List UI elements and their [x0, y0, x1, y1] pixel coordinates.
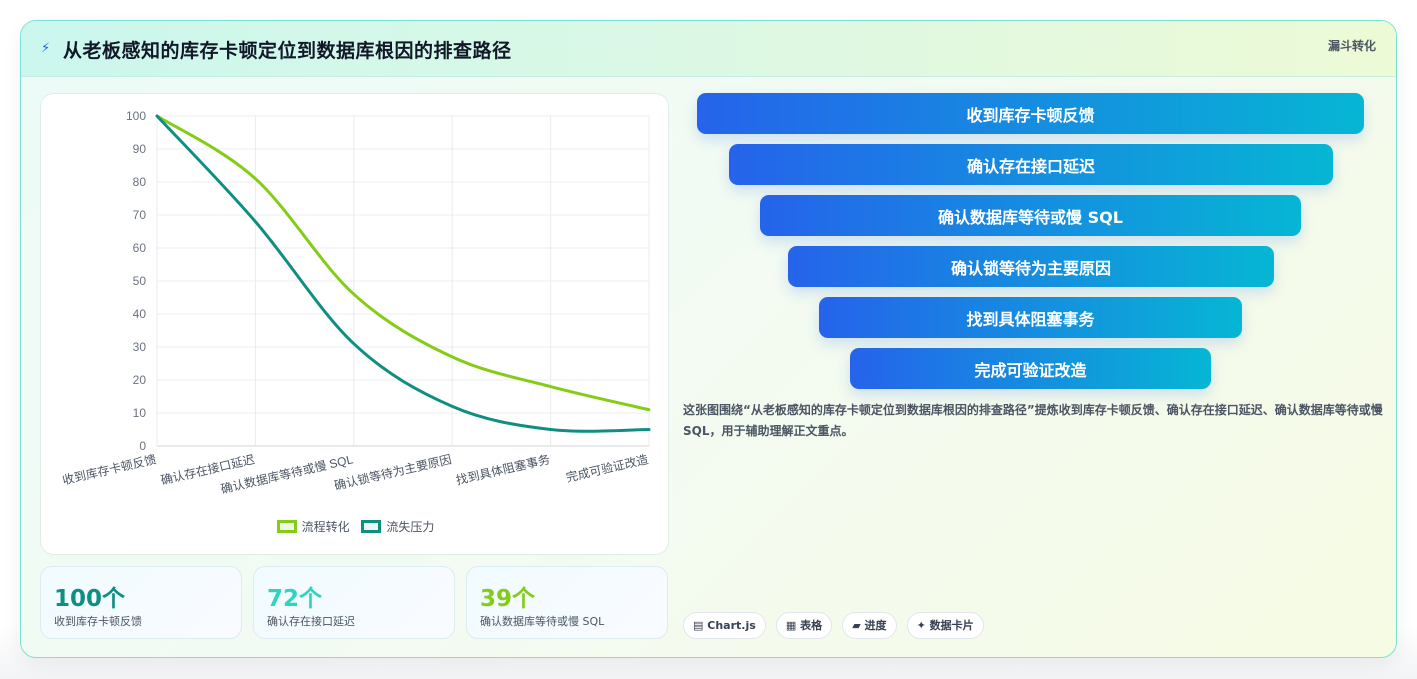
feature-pills: ▤ Chart.js ▦ 表格 ▰ 进度 ✦ 数据卡片	[683, 612, 989, 639]
x-tick-label: 收到库存卡顿反馈	[61, 451, 158, 487]
y-tick-label: 0	[139, 439, 146, 453]
card-title: 从老板感知的库存卡顿定位到数据库根因的排查路径	[63, 40, 512, 62]
legend-swatch-loss	[361, 520, 382, 533]
pill-data-cards[interactable]: ✦ 数据卡片	[906, 612, 984, 639]
legend-swatch-flow	[276, 520, 297, 533]
pill-label: 进度	[864, 619, 887, 632]
chart-legend: 流程转化 流失压力	[41, 518, 670, 535]
card-header: ⚡︎ 从老板感知的库存卡顿定位到数据库根因的排查路径 漏斗转化	[21, 21, 1396, 77]
stat-label: 确认存在接口延迟	[267, 615, 355, 628]
line-chart-panel: 0 10 20 30 40 50 60 70 80 90 100 收到库存卡顿反馈 确认存在接口延迟 确认…	[40, 93, 669, 555]
lightning-icon: ⚡︎	[41, 41, 51, 56]
pill-label: 表格	[800, 619, 823, 632]
y-tick-label: 90	[133, 142, 147, 156]
funnel-step-4[interactable]: 确认锁等待为主要原因	[788, 246, 1274, 287]
y-tick-label: 70	[133, 208, 147, 222]
y-tick-label: 40	[133, 307, 147, 321]
chart-icon: ▤	[693, 619, 704, 632]
stat-card-slow-sql: 39个 确认数据库等待或慢 SQL	[466, 566, 668, 639]
stat-label: 收到库存卡顿反馈	[54, 615, 142, 628]
y-tick-label: 100	[126, 109, 146, 123]
y-tick-label: 50	[133, 274, 147, 288]
stat-card-latency: 72个 确认存在接口延迟	[253, 566, 455, 639]
y-tick-label: 20	[133, 373, 147, 387]
stat-card-feedback: 100个 收到库存卡顿反馈	[40, 566, 242, 639]
stat-value: 100个	[54, 586, 126, 612]
series-line-loss	[155, 114, 651, 433]
funnel-step-3[interactable]: 确认数据库等待或慢 SQL	[760, 195, 1301, 236]
funnel-step-2[interactable]: 确认存在接口延迟	[729, 144, 1333, 185]
y-tick-label: 80	[133, 175, 147, 189]
stat-value: 72个	[267, 586, 323, 612]
series-line-flow	[155, 114, 651, 412]
stat-label: 确认数据库等待或慢 SQL	[480, 615, 605, 628]
y-tick-label: 30	[133, 340, 147, 354]
pill-label: 数据卡片	[929, 619, 974, 632]
legend-item-loss[interactable]: 流失压力	[361, 518, 434, 535]
x-tick-label: 完成可验证改造	[564, 451, 649, 485]
legend-item-flow[interactable]: 流程转化	[276, 518, 350, 535]
chart-description: 这张图围绕“从老板感知的库存卡顿定位到数据库根因的排查路径”提炼收到库存卡顿反馈…	[683, 403, 1383, 438]
pill-label: Chart.js	[707, 619, 756, 632]
chart-card: ⚡︎ 从老板感知的库存卡顿定位到数据库根因的排查路径 漏斗转化 0 10 20 30 4…	[20, 20, 1397, 658]
chart-type-tag: 漏斗转化	[1327, 39, 1376, 53]
legend-label-loss: 流失压力	[386, 520, 435, 534]
funnel-step-6[interactable]: 完成可验证改造	[850, 348, 1211, 389]
y-tick-label: 60	[133, 241, 147, 255]
legend-label-flow: 流程转化	[301, 520, 350, 534]
pill-chartjs[interactable]: ▤ Chart.js	[683, 612, 766, 639]
progress-icon: ▰	[852, 619, 861, 632]
y-tick-label: 10	[133, 406, 147, 420]
sparkle-icon: ✦	[916, 619, 926, 632]
stat-value: 39个	[480, 586, 536, 612]
pill-table[interactable]: ▦ 表格	[775, 612, 833, 639]
x-tick-label: 找到具体阻塞事务	[454, 451, 551, 487]
funnel-step-1[interactable]: 收到库存卡顿反馈	[697, 93, 1364, 134]
table-icon: ▦	[785, 619, 797, 632]
pill-progress[interactable]: ▰ 进度	[842, 612, 897, 639]
funnel-step-5[interactable]: 找到具体阻塞事务	[819, 297, 1242, 338]
